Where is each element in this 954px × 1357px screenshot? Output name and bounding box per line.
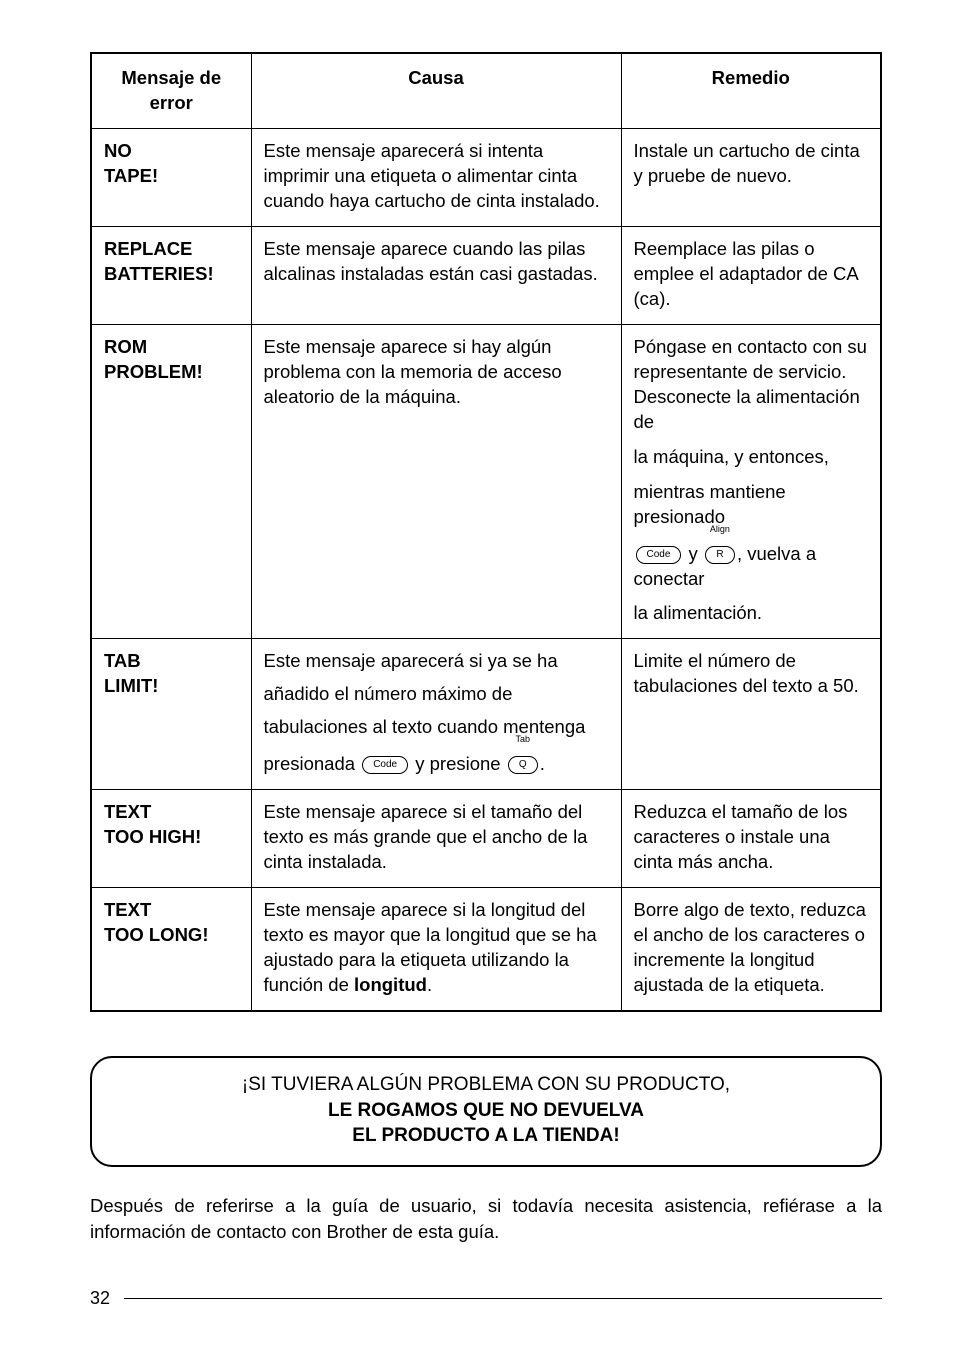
error-cause: Este mensaje aparecerá si ya se ha añadi…: [251, 639, 621, 790]
table-row: REPLACE BATTERIES! Este mensaje aparece …: [91, 226, 881, 324]
footer-rule: [124, 1298, 882, 1300]
body-paragraph: Después de referirse a la guía de usuari…: [90, 1193, 882, 1245]
error-remedy: Limite el número de tabulaciones del tex…: [621, 639, 881, 790]
table-row: TEXT TOO HIGH! Este mensaje aparece si e…: [91, 790, 881, 888]
error-cause: Este mensaje aparecerá si intenta imprim…: [251, 128, 621, 226]
col-header-message: Mensaje de error: [91, 53, 251, 128]
table-row: ROM PROBLEM! Este mensaje aparece si hay…: [91, 324, 881, 639]
table-row: TAB LIMIT! Este mensaje aparecerá si ya …: [91, 639, 881, 790]
error-remedy: Reduzca el tamaño de los caracteres o in…: [621, 790, 881, 888]
error-code: REPLACE BATTERIES!: [91, 226, 251, 324]
table-row: NO TAPE! Este mensaje aparecerá si inten…: [91, 128, 881, 226]
col-header-remedy: Remedio: [621, 53, 881, 128]
callout-line: ¡SI TUVIERA ALGÚN PROBLEMA CON SU PRODUC…: [112, 1072, 860, 1098]
error-messages-table: Mensaje de error Causa Remedio NO TAPE! …: [90, 52, 882, 1012]
page-footer: 32: [90, 1288, 882, 1309]
error-cause: Este mensaje aparece si el tamaño del te…: [251, 790, 621, 888]
callout-line: LE ROGAMOS QUE NO DEVUELVA: [112, 1098, 860, 1124]
q-key-icon: Q: [508, 756, 538, 774]
error-code: TAB LIMIT!: [91, 639, 251, 790]
page-number: 32: [90, 1288, 110, 1309]
error-remedy: Reemplace las pilas o emplee el adaptado…: [621, 226, 881, 324]
code-key-icon: Code: [636, 546, 682, 564]
error-remedy: Borre algo de texto, reduzca el ancho de…: [621, 888, 881, 1011]
error-remedy: Póngase en contacto con su representante…: [621, 324, 881, 639]
r-key-icon: R: [705, 546, 735, 564]
callout-line: EL PRODUCTO A LA TIENDA!: [112, 1123, 860, 1149]
code-key-icon: Code: [362, 756, 408, 774]
callout-box: ¡SI TUVIERA ALGÚN PROBLEMA CON SU PRODUC…: [90, 1056, 882, 1167]
error-cause: Este mensaje aparece si hay algún proble…: [251, 324, 621, 639]
error-remedy: Instale un cartucho de cinta y pruebe de…: [621, 128, 881, 226]
error-code: ROM PROBLEM!: [91, 324, 251, 639]
error-code: TEXT TOO HIGH!: [91, 790, 251, 888]
table-row: TEXT TOO LONG! Este mensaje aparece si l…: [91, 888, 881, 1011]
col-header-cause: Causa: [251, 53, 621, 128]
error-code: TEXT TOO LONG!: [91, 888, 251, 1011]
error-cause: Este mensaje aparece cuando las pilas al…: [251, 226, 621, 324]
error-code: NO TAPE!: [91, 128, 251, 226]
error-cause: Este mensaje aparece si la longitud del …: [251, 888, 621, 1011]
